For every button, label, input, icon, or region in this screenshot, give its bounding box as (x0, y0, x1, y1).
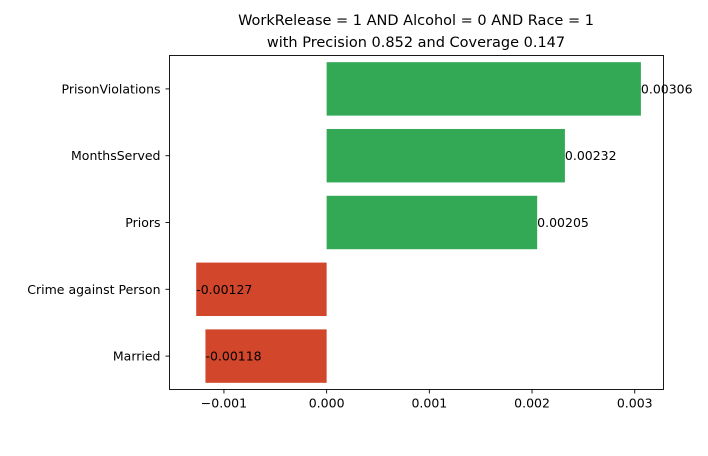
bar-value-label-1: 0.00232 (565, 148, 617, 163)
bar-3 (196, 262, 327, 317)
y-tick-label-0: PrisonViolations (62, 81, 161, 96)
y-tick-label-3: Crime against Person (27, 282, 160, 297)
x-tick-label-4: 0.003 (617, 396, 653, 411)
x-tick-label-3: 0.002 (514, 396, 550, 411)
chart-title-line2: with Precision 0.852 and Coverage 0.147 (267, 35, 565, 51)
bar-1 (326, 128, 565, 183)
bar-0 (326, 62, 641, 116)
bar-value-label-3: -0.00127 (196, 282, 252, 297)
bar-value-label-4: -0.00118 (205, 349, 261, 364)
y-tick-label-2: Priors (125, 215, 160, 230)
chart-title-line1: WorkRelease = 1 AND Alcohol = 0 AND Race… (238, 13, 594, 29)
bar-value-label-2: 0.00205 (537, 215, 589, 230)
x-tick-label-1: 0.000 (309, 396, 345, 411)
bar-value-label-0: 0.00306 (641, 81, 693, 96)
x-tick-label-2: 0.001 (411, 396, 447, 411)
y-tick-label-1: MonthsServed (71, 148, 160, 163)
bar-4 (205, 329, 327, 383)
bar-2 (326, 195, 538, 250)
y-tick-label-4: Married (113, 349, 161, 364)
x-tick-label-0: −0.001 (201, 396, 247, 411)
plot-frame (169, 55, 664, 390)
